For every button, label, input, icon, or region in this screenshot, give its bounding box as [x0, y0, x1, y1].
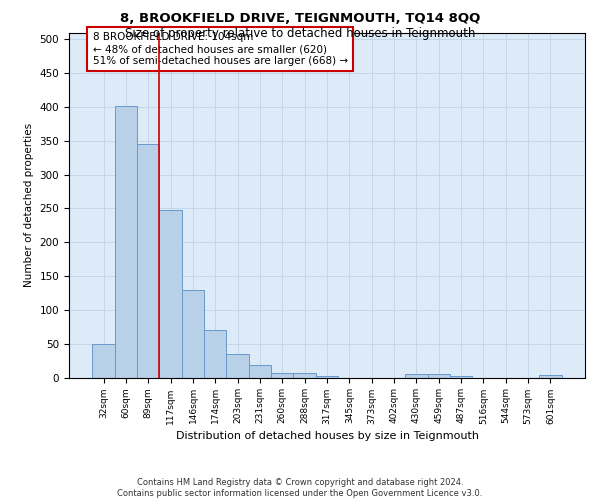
Bar: [115, 106, 137, 378]
Bar: [249, 366, 271, 378]
Text: Contains HM Land Registry data © Crown copyright and database right 2024.
Contai: Contains HM Land Registry data © Crown c…: [118, 478, 482, 498]
Bar: [226, 354, 249, 378]
Text: 8 BROOKFIELD DRIVE: 104sqm
← 48% of detached houses are smaller (620)
51% of sem: 8 BROOKFIELD DRIVE: 104sqm ← 48% of deta…: [92, 32, 348, 66]
Bar: [405, 374, 428, 378]
Bar: [450, 376, 472, 378]
Bar: [182, 290, 204, 378]
Bar: [92, 344, 115, 378]
Bar: [539, 376, 562, 378]
Bar: [293, 373, 316, 378]
Text: 8, BROOKFIELD DRIVE, TEIGNMOUTH, TQ14 8QQ: 8, BROOKFIELD DRIVE, TEIGNMOUTH, TQ14 8Q…: [120, 12, 480, 26]
Bar: [160, 210, 182, 378]
Bar: [316, 376, 338, 378]
Bar: [271, 373, 293, 378]
Bar: [204, 330, 226, 378]
Text: Size of property relative to detached houses in Teignmouth: Size of property relative to detached ho…: [125, 28, 475, 40]
Bar: [428, 374, 450, 378]
X-axis label: Distribution of detached houses by size in Teignmouth: Distribution of detached houses by size …: [176, 430, 479, 440]
Bar: [137, 144, 160, 378]
Y-axis label: Number of detached properties: Number of detached properties: [24, 123, 34, 287]
